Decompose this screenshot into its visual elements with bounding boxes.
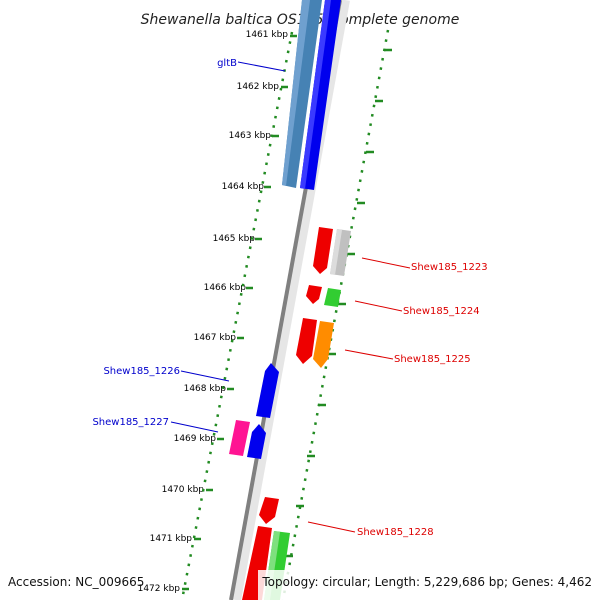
kbp-label: 1469 kbp (174, 434, 217, 444)
kbp-label: 1472 kbp (138, 584, 181, 594)
gene-gltB-highlight (282, 0, 310, 186)
left-gene-labels: gltB Shew185_1226 Shew185_1227 (92, 58, 237, 428)
gene-forward-large-highlight (300, 0, 331, 189)
gene-label-Shew185_1224[interactable]: Shew185_1224 (403, 306, 480, 317)
kbp-label: 1465 kbp (213, 234, 256, 244)
ruler-right (281, 29, 390, 600)
ruler-left (180, 31, 294, 600)
kbp-label: 1470 kbp (162, 485, 205, 495)
backbone-shadow (231, 0, 350, 600)
right-gene-labels: Shew185_1223 Shew185_1224 Shew185_1225 S… (357, 262, 488, 538)
gene-Shew185_1226[interactable] (256, 363, 279, 418)
gene-label-Shew185_1228[interactable]: Shew185_1228 (357, 527, 434, 538)
kbp-label: 1461 kbp (246, 30, 289, 40)
gene-gltB[interactable] (282, 0, 322, 188)
kbp-label: 1463 kbp (229, 131, 272, 141)
topology-text: Topology: circular; Length: 5,229,686 bp… (261, 575, 592, 589)
gene-Shew185_1224[interactable] (324, 288, 341, 307)
kbp-label: 1468 kbp (184, 384, 227, 394)
gene-red-1228[interactable] (259, 497, 279, 524)
gene-Shew185_1227[interactable] (229, 420, 250, 456)
kbp-label: 1462 kbp (237, 82, 280, 92)
accession-text: Accession: NC_009665 (8, 575, 144, 589)
gene-red-1225[interactable] (296, 318, 317, 364)
footer-bg (258, 570, 600, 600)
gene-Shew185_1225[interactable] (313, 321, 334, 368)
right-label-leaders (307, 257, 411, 533)
gene-label-gltB[interactable]: gltB (217, 58, 237, 69)
kbp-label: 1467 kbp (194, 333, 237, 343)
kbp-label: 1466 kbp (204, 283, 247, 293)
gene-label-Shew185_1225[interactable]: Shew185_1225 (394, 354, 471, 365)
ruler-left-ticks (182, 34, 297, 591)
kbp-label: 1471 kbp (150, 534, 193, 544)
gene-blue-1227[interactable] (247, 424, 266, 459)
gene-red-1223[interactable] (313, 227, 333, 274)
kbp-scale: 1461 kbp 1462 kbp 1463 kbp 1464 kbp 1465… (138, 30, 289, 594)
gene-label-Shew185_1227[interactable]: Shew185_1227 (92, 417, 169, 428)
kbp-label: 1464 kbp (222, 182, 265, 192)
gene-label-Shew185_1223[interactable]: Shew185_1223 (411, 262, 488, 273)
gene-label-Shew185_1226[interactable]: Shew185_1226 (103, 366, 180, 377)
ruler-right-ticks (285, 48, 392, 558)
gene-gray-highlight (330, 229, 342, 275)
left-label-leaders (170, 61, 286, 433)
gene-red-1224[interactable] (306, 285, 322, 304)
